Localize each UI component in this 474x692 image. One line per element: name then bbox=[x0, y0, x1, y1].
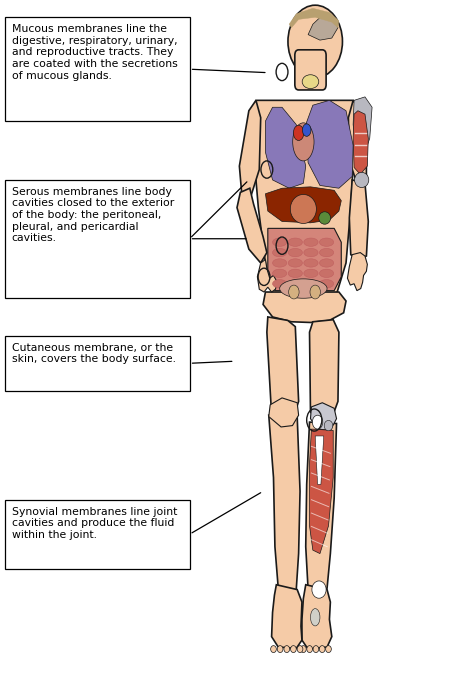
Ellipse shape bbox=[312, 415, 323, 429]
Ellipse shape bbox=[288, 248, 302, 257]
Polygon shape bbox=[315, 436, 324, 484]
Polygon shape bbox=[347, 253, 367, 291]
Ellipse shape bbox=[284, 646, 290, 653]
Text: Cutaneous membrane, or the
skin, covers the body surface.: Cutaneous membrane, or the skin, covers … bbox=[12, 343, 176, 364]
Polygon shape bbox=[265, 187, 341, 223]
Ellipse shape bbox=[313, 646, 319, 653]
Polygon shape bbox=[265, 107, 306, 188]
Ellipse shape bbox=[288, 269, 302, 277]
Ellipse shape bbox=[273, 238, 287, 246]
Polygon shape bbox=[302, 585, 332, 649]
Ellipse shape bbox=[273, 259, 287, 267]
Ellipse shape bbox=[297, 646, 303, 653]
Ellipse shape bbox=[291, 646, 296, 653]
Polygon shape bbox=[353, 111, 368, 174]
Ellipse shape bbox=[293, 125, 304, 140]
Polygon shape bbox=[310, 429, 333, 554]
Ellipse shape bbox=[302, 124, 311, 136]
Ellipse shape bbox=[288, 259, 302, 267]
Ellipse shape bbox=[288, 280, 302, 288]
Polygon shape bbox=[310, 320, 339, 424]
Polygon shape bbox=[268, 228, 341, 291]
FancyBboxPatch shape bbox=[5, 180, 190, 298]
Polygon shape bbox=[237, 188, 267, 263]
Polygon shape bbox=[251, 100, 356, 294]
FancyBboxPatch shape bbox=[295, 50, 326, 90]
Ellipse shape bbox=[288, 5, 343, 78]
Ellipse shape bbox=[290, 194, 317, 224]
Polygon shape bbox=[269, 398, 299, 427]
Text: Synovial membranes line joint
cavities and produce the fluid
within the joint.: Synovial membranes line joint cavities a… bbox=[12, 507, 177, 540]
Ellipse shape bbox=[277, 646, 283, 653]
Ellipse shape bbox=[302, 75, 319, 89]
FancyBboxPatch shape bbox=[5, 500, 190, 569]
Ellipse shape bbox=[310, 609, 320, 626]
Ellipse shape bbox=[301, 646, 306, 653]
Ellipse shape bbox=[319, 248, 334, 257]
Ellipse shape bbox=[289, 285, 299, 299]
Polygon shape bbox=[306, 422, 337, 594]
Ellipse shape bbox=[324, 420, 333, 430]
Polygon shape bbox=[269, 415, 300, 594]
Polygon shape bbox=[353, 97, 372, 159]
Ellipse shape bbox=[292, 123, 314, 161]
Ellipse shape bbox=[312, 581, 326, 598]
Ellipse shape bbox=[319, 259, 334, 267]
Ellipse shape bbox=[280, 279, 327, 298]
Polygon shape bbox=[272, 585, 302, 648]
Text: Serous membranes line body
cavities closed to the exterior
of the body: the peri: Serous membranes line body cavities clos… bbox=[12, 187, 174, 244]
Polygon shape bbox=[308, 15, 338, 40]
Ellipse shape bbox=[273, 248, 287, 257]
Ellipse shape bbox=[288, 238, 302, 246]
Polygon shape bbox=[349, 180, 368, 260]
Ellipse shape bbox=[304, 269, 318, 277]
Polygon shape bbox=[310, 403, 337, 430]
Polygon shape bbox=[348, 100, 366, 183]
Ellipse shape bbox=[307, 646, 312, 653]
Polygon shape bbox=[239, 100, 261, 195]
Ellipse shape bbox=[304, 238, 318, 246]
Polygon shape bbox=[263, 292, 346, 322]
Polygon shape bbox=[306, 100, 353, 188]
Ellipse shape bbox=[273, 269, 287, 277]
Ellipse shape bbox=[355, 172, 369, 188]
Ellipse shape bbox=[304, 280, 318, 288]
Ellipse shape bbox=[319, 269, 334, 277]
Ellipse shape bbox=[304, 259, 318, 267]
Ellipse shape bbox=[271, 646, 276, 653]
Ellipse shape bbox=[304, 248, 318, 257]
Polygon shape bbox=[267, 317, 299, 426]
Polygon shape bbox=[289, 8, 339, 28]
Text: Mucous membranes line the
digestive, respiratory, urinary,
and reproductive trac: Mucous membranes line the digestive, res… bbox=[12, 24, 178, 81]
Polygon shape bbox=[257, 260, 277, 292]
Ellipse shape bbox=[319, 212, 331, 224]
FancyBboxPatch shape bbox=[5, 17, 190, 121]
Ellipse shape bbox=[326, 646, 331, 653]
Ellipse shape bbox=[273, 280, 287, 288]
Ellipse shape bbox=[319, 280, 334, 288]
Ellipse shape bbox=[319, 646, 325, 653]
FancyBboxPatch shape bbox=[5, 336, 190, 391]
Ellipse shape bbox=[310, 285, 320, 299]
Ellipse shape bbox=[319, 238, 334, 246]
